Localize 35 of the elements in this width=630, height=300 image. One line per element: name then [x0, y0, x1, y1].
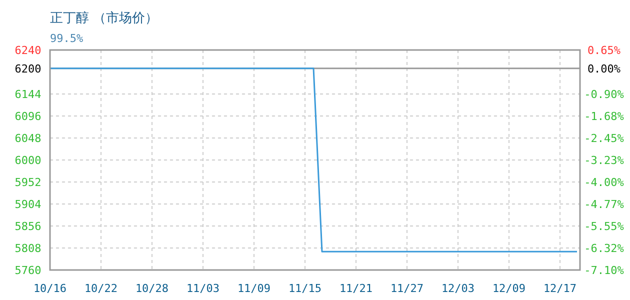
y2-tick-label: -5.55%: [584, 220, 624, 233]
y-tick-label: 5904: [14, 198, 42, 211]
y2-tick-label: -4.00%: [584, 176, 624, 189]
y2-tick-label: -2.45%: [584, 132, 624, 145]
chart-subtitle: 99.5%: [50, 32, 84, 45]
y-tick-label: 6096: [14, 110, 42, 123]
x-tick-label: 10/16: [33, 282, 67, 295]
y-tick-label: 6200: [14, 62, 42, 76]
y-tick-label: 6144: [14, 88, 42, 101]
y-tick-label: 5808: [14, 242, 42, 255]
y2-tick-label: 0.00%: [587, 62, 621, 76]
y2-tick-label: 0.65%: [587, 44, 621, 57]
y2-tick-label: -4.77%: [584, 198, 624, 211]
x-tick-label: 12/03: [441, 282, 475, 295]
y2-tick-label: -3.23%: [584, 154, 624, 168]
y-tick-label: 6000: [14, 154, 42, 167]
x-tick-label: 11/09: [237, 282, 271, 295]
y-tick-label: 5856: [14, 220, 42, 233]
x-tick-label: 11/27: [390, 282, 424, 295]
x-tick-label: 10/22: [84, 282, 118, 295]
y-tick-label: 5952: [14, 176, 42, 189]
y-tick-label: 6240: [14, 44, 42, 57]
y2-tick-label: -7.10%: [584, 264, 624, 277]
x-tick-label: 12/09: [492, 282, 526, 295]
y2-tick-label: -0.90%: [584, 88, 624, 101]
x-tick-label: 11/15: [288, 282, 322, 295]
x-tick-label: 11/03: [186, 282, 220, 295]
y2-tick-label: -1.68%: [584, 110, 624, 124]
x-tick-label: 12/17: [543, 282, 577, 295]
x-tick-label: 11/21: [339, 282, 373, 295]
x-tick-label: 10/28: [135, 282, 169, 295]
y-tick-label: 5760: [14, 264, 42, 277]
y2-tick-label: -6.32%: [584, 242, 624, 255]
chart-title: 正丁醇 （市场价）: [50, 11, 158, 26]
y-tick-label: 6048: [14, 132, 42, 145]
